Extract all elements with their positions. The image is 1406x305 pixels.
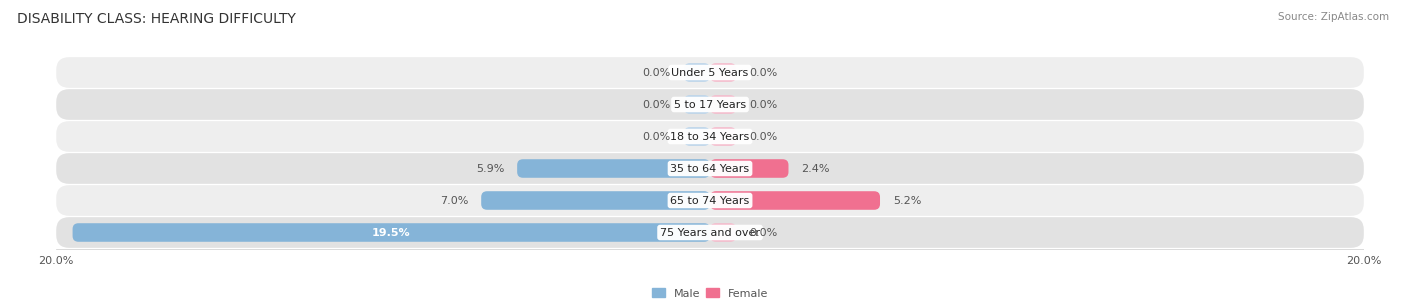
Text: 0.0%: 0.0% <box>643 131 671 142</box>
Text: 35 to 64 Years: 35 to 64 Years <box>671 163 749 174</box>
Text: Source: ZipAtlas.com: Source: ZipAtlas.com <box>1278 12 1389 22</box>
FancyBboxPatch shape <box>710 223 737 242</box>
Text: 18 to 34 Years: 18 to 34 Years <box>671 131 749 142</box>
Text: 5.2%: 5.2% <box>893 196 921 206</box>
FancyBboxPatch shape <box>683 95 710 114</box>
Text: DISABILITY CLASS: HEARING DIFFICULTY: DISABILITY CLASS: HEARING DIFFICULTY <box>17 12 295 26</box>
FancyBboxPatch shape <box>56 185 1364 216</box>
Text: 2.4%: 2.4% <box>801 163 830 174</box>
Text: 5 to 17 Years: 5 to 17 Years <box>673 99 747 109</box>
Text: Under 5 Years: Under 5 Years <box>672 67 748 77</box>
FancyBboxPatch shape <box>73 223 710 242</box>
Text: 0.0%: 0.0% <box>643 99 671 109</box>
FancyBboxPatch shape <box>481 191 710 210</box>
Text: 7.0%: 7.0% <box>440 196 468 206</box>
FancyBboxPatch shape <box>683 63 710 82</box>
FancyBboxPatch shape <box>683 127 710 146</box>
FancyBboxPatch shape <box>710 159 789 178</box>
Text: 0.0%: 0.0% <box>749 67 778 77</box>
FancyBboxPatch shape <box>56 153 1364 184</box>
Legend: Male, Female: Male, Female <box>647 284 773 303</box>
FancyBboxPatch shape <box>56 57 1364 88</box>
Text: 65 to 74 Years: 65 to 74 Years <box>671 196 749 206</box>
Text: 5.9%: 5.9% <box>475 163 505 174</box>
FancyBboxPatch shape <box>710 63 737 82</box>
Text: 0.0%: 0.0% <box>749 99 778 109</box>
FancyBboxPatch shape <box>710 191 880 210</box>
FancyBboxPatch shape <box>56 89 1364 120</box>
FancyBboxPatch shape <box>56 217 1364 248</box>
Text: 0.0%: 0.0% <box>643 67 671 77</box>
Text: 0.0%: 0.0% <box>749 228 778 238</box>
Text: 19.5%: 19.5% <box>373 228 411 238</box>
Text: 0.0%: 0.0% <box>749 131 778 142</box>
FancyBboxPatch shape <box>710 127 737 146</box>
Text: 75 Years and over: 75 Years and over <box>659 228 761 238</box>
FancyBboxPatch shape <box>517 159 710 178</box>
FancyBboxPatch shape <box>56 121 1364 152</box>
FancyBboxPatch shape <box>710 95 737 114</box>
